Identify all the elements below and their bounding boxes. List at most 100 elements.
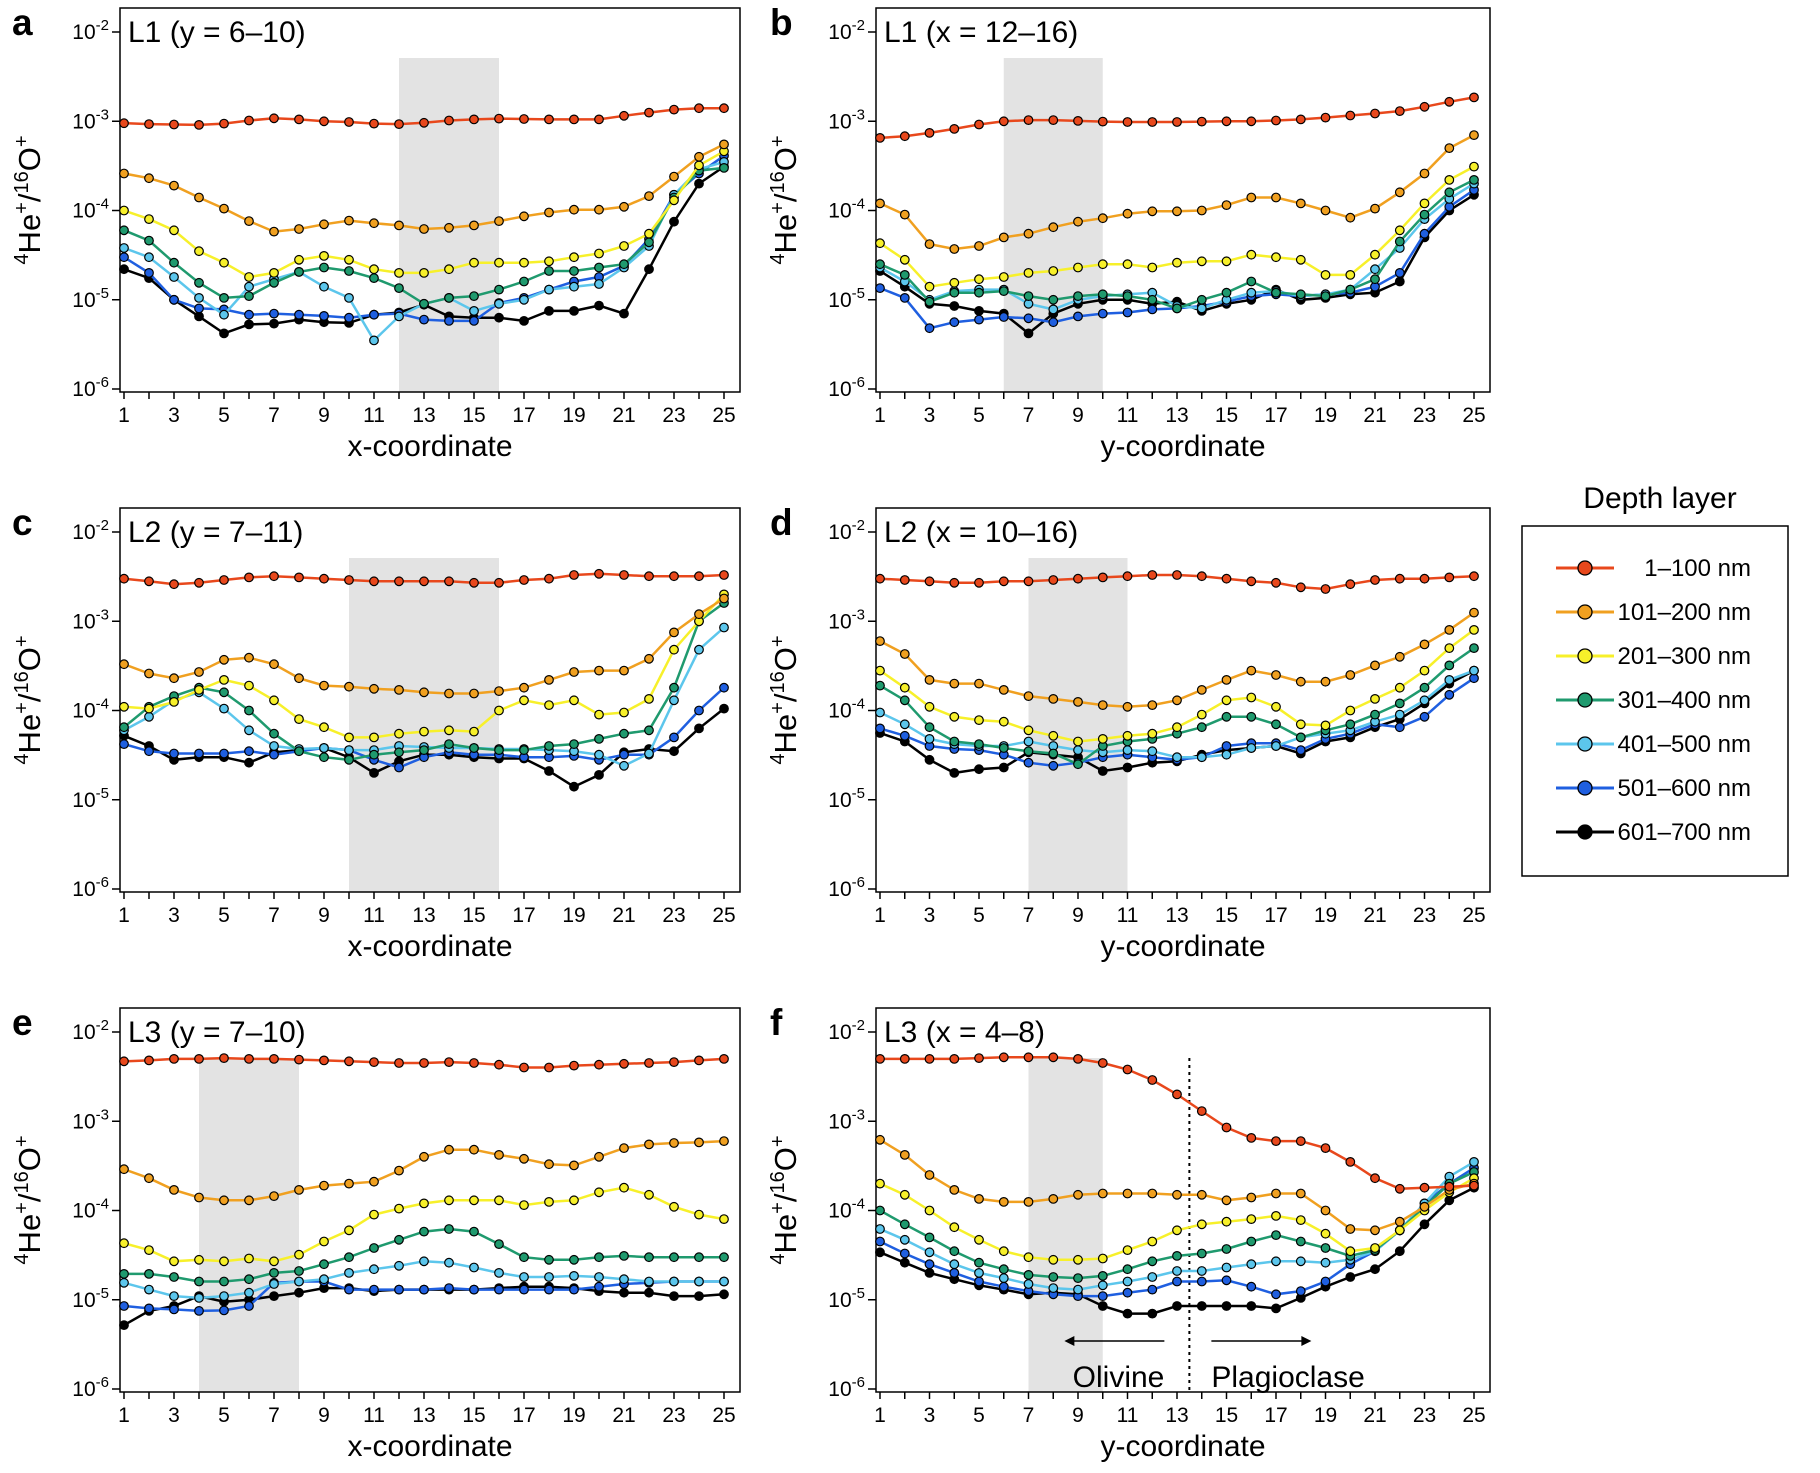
data-point bbox=[875, 1247, 885, 1258]
data-point bbox=[1419, 711, 1430, 722]
data-point bbox=[1394, 682, 1405, 693]
data-point bbox=[519, 1252, 529, 1263]
data-point bbox=[1196, 722, 1207, 733]
data-point bbox=[594, 279, 604, 289]
data-point bbox=[669, 1138, 679, 1148]
data-point bbox=[1295, 732, 1306, 743]
data-point bbox=[669, 1201, 679, 1212]
data-point bbox=[594, 204, 604, 215]
y-tick-label: 10-3 bbox=[72, 106, 109, 133]
data-point bbox=[319, 743, 329, 753]
data-point bbox=[899, 254, 910, 265]
y-tick-label: 10-5 bbox=[828, 785, 865, 812]
panel-letter: d bbox=[770, 502, 793, 543]
data-point bbox=[369, 683, 379, 694]
data-point bbox=[1469, 1180, 1479, 1191]
plot-frame bbox=[875, 507, 1491, 893]
data-point bbox=[394, 1284, 404, 1295]
data-point bbox=[924, 722, 935, 733]
data-point bbox=[924, 1170, 935, 1180]
data-point bbox=[519, 316, 529, 326]
series-3 bbox=[875, 625, 1479, 747]
data-point bbox=[1246, 287, 1257, 298]
data-point bbox=[1394, 268, 1405, 278]
data-point bbox=[1246, 711, 1257, 722]
x-tick-label: 9 bbox=[318, 1404, 330, 1427]
data-point bbox=[1023, 725, 1034, 736]
data-point bbox=[1246, 743, 1257, 753]
data-point bbox=[294, 1249, 304, 1260]
data-point bbox=[1370, 1173, 1380, 1184]
panel-letter: c bbox=[12, 502, 33, 543]
data-point bbox=[244, 1053, 254, 1064]
data-point bbox=[519, 695, 529, 706]
data-point bbox=[194, 1305, 204, 1316]
data-point bbox=[899, 682, 910, 693]
data-point bbox=[144, 746, 154, 757]
legend-label: 201–300 nm bbox=[1618, 643, 1751, 670]
x-tick-label: 3 bbox=[168, 904, 180, 927]
data-point bbox=[1444, 643, 1455, 653]
data-point bbox=[344, 732, 354, 743]
data-point bbox=[569, 1060, 579, 1071]
data-point bbox=[294, 1287, 304, 1298]
data-point bbox=[294, 254, 304, 265]
legend-item: 401–500 nm bbox=[1556, 731, 1751, 758]
y-tick-label: 10-2 bbox=[828, 17, 865, 44]
data-point bbox=[924, 296, 935, 307]
data-point bbox=[444, 1195, 454, 1206]
data-point bbox=[669, 1276, 679, 1287]
data-point bbox=[669, 195, 679, 206]
data-point bbox=[569, 114, 579, 125]
data-point bbox=[974, 314, 984, 325]
data-point bbox=[1172, 1250, 1182, 1261]
data-point bbox=[294, 572, 304, 583]
y-axis-label: 4He+/16O+ bbox=[767, 1135, 803, 1264]
data-point bbox=[419, 1226, 429, 1237]
data-point bbox=[924, 1247, 935, 1258]
data-point bbox=[1370, 1225, 1380, 1236]
data-point bbox=[1370, 203, 1380, 214]
series-3 bbox=[119, 589, 729, 743]
data-point bbox=[619, 760, 629, 771]
x-tick-label: 11 bbox=[1117, 404, 1139, 427]
series-1 bbox=[875, 1052, 1479, 1194]
data-point bbox=[974, 1234, 984, 1245]
data-point bbox=[1295, 1236, 1306, 1247]
data-point bbox=[169, 272, 179, 282]
y-tick-label: 10-6 bbox=[828, 874, 865, 901]
data-point bbox=[644, 653, 654, 664]
data-point bbox=[1048, 115, 1059, 125]
y-tick-label: 10-2 bbox=[828, 1017, 865, 1044]
data-point bbox=[569, 570, 579, 580]
data-point bbox=[924, 1259, 935, 1270]
series-2 bbox=[875, 607, 1479, 712]
data-point bbox=[875, 636, 885, 646]
data-point bbox=[924, 1232, 935, 1243]
data-point bbox=[469, 1284, 479, 1295]
data-point bbox=[544, 266, 554, 276]
data-point bbox=[1246, 116, 1257, 127]
data-point bbox=[119, 252, 129, 263]
data-point bbox=[444, 1224, 454, 1234]
series-3 bbox=[875, 161, 1479, 292]
data-point bbox=[1394, 106, 1405, 116]
data-point bbox=[369, 1284, 379, 1295]
data-point bbox=[1271, 252, 1281, 263]
data-point bbox=[998, 716, 1009, 727]
x-tick-label: 3 bbox=[168, 1404, 180, 1427]
data-point bbox=[219, 328, 229, 339]
data-point bbox=[119, 168, 129, 179]
data-point bbox=[119, 573, 129, 584]
data-point bbox=[1444, 1195, 1455, 1206]
data-point bbox=[899, 1234, 910, 1245]
data-point bbox=[1023, 576, 1034, 587]
data-point bbox=[1122, 571, 1133, 582]
data-point bbox=[319, 1055, 329, 1066]
y-tick-label: 10-2 bbox=[828, 517, 865, 544]
data-point bbox=[1271, 192, 1281, 203]
data-point bbox=[594, 1272, 604, 1282]
data-point bbox=[594, 568, 604, 579]
data-point bbox=[669, 171, 679, 182]
